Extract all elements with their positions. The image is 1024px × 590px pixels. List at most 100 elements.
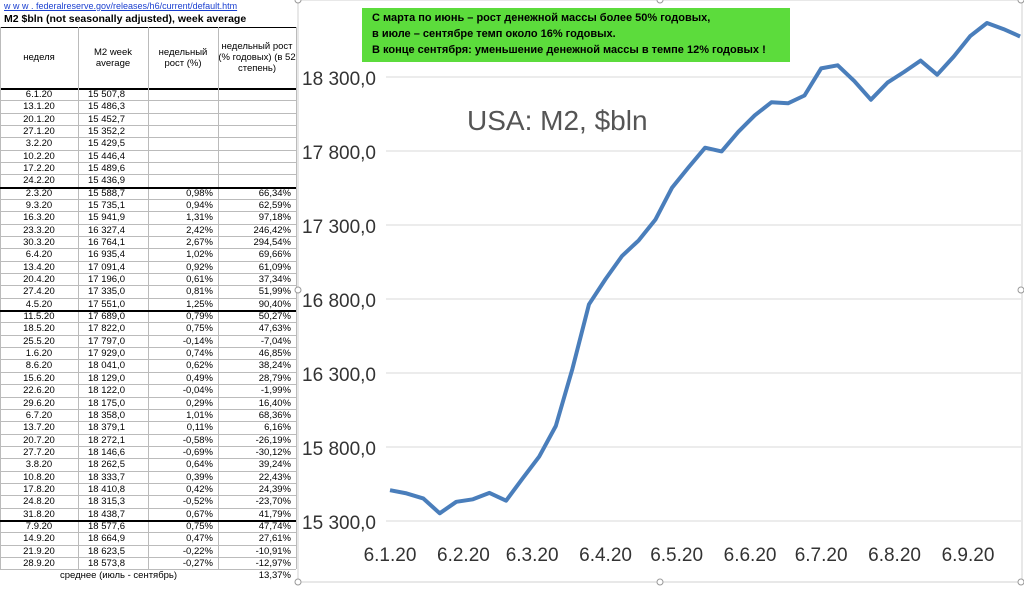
table-cell: 28,79% bbox=[258, 372, 291, 384]
border bbox=[0, 174, 296, 176]
y-tick-label: 18 300,0 bbox=[302, 69, 376, 90]
table-cell: 31.8.20 bbox=[23, 508, 55, 520]
table-cell: 17 091,4 bbox=[88, 261, 125, 273]
table-cell: 17 822,0 bbox=[88, 323, 125, 335]
table-cell: 17 335,0 bbox=[88, 286, 125, 298]
note-line: С марта по июнь – рост денежной массы бо… bbox=[372, 12, 710, 24]
border bbox=[0, 519, 296, 522]
table-cell: -1,99% bbox=[260, 385, 291, 397]
footer-value: 13,37% bbox=[258, 570, 291, 582]
table-cell: 47,74% bbox=[258, 520, 291, 532]
table-cell: 15 489,6 bbox=[88, 163, 125, 175]
table-cell: 18 146,6 bbox=[88, 446, 125, 458]
table-cell: 90,40% bbox=[258, 298, 291, 310]
table-cell: 20.4.20 bbox=[23, 274, 55, 286]
table-cell: 0,81% bbox=[186, 286, 213, 298]
table-cell: 15 436,9 bbox=[88, 175, 125, 187]
table-cell: 10.8.20 bbox=[23, 471, 55, 483]
table-cell: -0,58% bbox=[182, 434, 213, 446]
table-cell: 15 941,9 bbox=[88, 212, 125, 224]
table-cell: 0,42% bbox=[186, 483, 213, 495]
table-cell: 8.6.20 bbox=[25, 360, 53, 372]
table-cell: 22.6.20 bbox=[23, 385, 55, 397]
border bbox=[296, 27, 297, 570]
x-tick-label: 6.7.20 bbox=[795, 545, 848, 566]
table-cell: 16,40% bbox=[258, 397, 291, 409]
y-tick-label: 16 300,0 bbox=[302, 365, 376, 386]
table-cell: -0,69% bbox=[182, 446, 213, 458]
resize-handle bbox=[656, 578, 664, 586]
border bbox=[0, 125, 296, 127]
table-cell: 47,63% bbox=[258, 323, 291, 335]
table-cell: 51,99% bbox=[258, 286, 291, 298]
x-tick-label: 6.3.20 bbox=[506, 545, 559, 566]
table-cell: 0,11% bbox=[186, 422, 213, 434]
table-cell: 18 262,5 bbox=[88, 459, 125, 471]
table-cell: 15 486,3 bbox=[88, 101, 125, 113]
table-cell: 17 196,0 bbox=[88, 274, 125, 286]
border bbox=[0, 186, 296, 189]
link[interactable]: w w w . federalreserve.gov/releases/h6/c… bbox=[4, 1, 238, 11]
table-cell: 25.5.20 bbox=[23, 335, 55, 347]
border bbox=[0, 421, 296, 423]
table-cell: 22,43% bbox=[258, 471, 291, 483]
chart-frame bbox=[297, 0, 1023, 583]
table-cell: 18 315,3 bbox=[88, 496, 125, 508]
table-cell: 20.7.20 bbox=[23, 434, 55, 446]
border bbox=[0, 396, 296, 398]
table-cell: 1,01% bbox=[186, 409, 213, 421]
column-header: M2 week average bbox=[93, 46, 132, 69]
border bbox=[0, 433, 296, 435]
table-cell: 15 507,8 bbox=[88, 89, 125, 100]
table-cell: 18 272,1 bbox=[88, 434, 125, 446]
table-cell: 246,42% bbox=[253, 224, 291, 236]
table-cell: 2,42% bbox=[186, 224, 213, 236]
border bbox=[0, 482, 296, 484]
table-cell: 18 379,1 bbox=[88, 422, 125, 434]
table-cell: 1.6.20 bbox=[25, 348, 53, 360]
chart-title: USA: M2, $bln bbox=[467, 105, 648, 136]
table-cell: 14.9.20 bbox=[23, 533, 55, 545]
x-tick-label: 6.9.20 bbox=[942, 545, 995, 566]
table-cell: 37,34% bbox=[258, 274, 291, 286]
table-cell: 41,79% bbox=[258, 508, 291, 520]
table-cell: 15 588,7 bbox=[88, 187, 125, 199]
note-line: в июле – сентябре темп около 16% годовых… bbox=[372, 28, 616, 40]
table-cell: 16 327,4 bbox=[88, 224, 125, 236]
table-cell: 16 764,1 bbox=[88, 237, 125, 249]
table-cell: 17 797,0 bbox=[88, 335, 125, 347]
table-cell: -0,14% bbox=[182, 335, 213, 347]
table-cell: 20.1.20 bbox=[23, 113, 55, 125]
table-cell: -23,70% bbox=[255, 496, 291, 508]
table-cell: 0,61% bbox=[186, 274, 213, 286]
table-cell: 17 689,0 bbox=[88, 311, 125, 323]
border bbox=[0, 162, 296, 164]
table-cell: 29.6.20 bbox=[23, 397, 55, 409]
border bbox=[0, 223, 296, 225]
table-cell: 27,61% bbox=[258, 533, 291, 545]
x-tick-label: 6.1.20 bbox=[364, 545, 417, 566]
table-cell: 0,39% bbox=[186, 471, 213, 483]
table-cell: 0,67% bbox=[186, 508, 213, 520]
table-cell: 10.2.20 bbox=[23, 150, 55, 162]
line bbox=[389, 21, 1021, 516]
y-tick-label: 17 300,0 bbox=[302, 217, 376, 238]
footer-label: среднее (июль - сентябрь) bbox=[60, 570, 178, 582]
table-cell: 18.5.20 bbox=[23, 323, 55, 335]
border bbox=[0, 100, 296, 102]
border bbox=[0, 507, 296, 509]
table-cell: 13.4.20 bbox=[23, 261, 55, 273]
table-cell: 0,74% bbox=[186, 348, 213, 360]
table-cell: -10,91% bbox=[255, 545, 291, 557]
table-title: M2 $bln (not seasonally adjusted), week … bbox=[4, 13, 247, 25]
table-cell: 0,98% bbox=[186, 187, 213, 199]
table-cell: 9.3.20 bbox=[25, 200, 53, 212]
table-cell: 0,75% bbox=[186, 520, 213, 532]
x-tick-label: 6.6.20 bbox=[724, 545, 777, 566]
table-cell: 66,34% bbox=[258, 187, 291, 199]
table-cell: 18 577,6 bbox=[88, 520, 125, 532]
table-cell: 0,92% bbox=[186, 261, 213, 273]
table-cell: 13.7.20 bbox=[23, 422, 55, 434]
table-cell: 38,24% bbox=[258, 360, 291, 372]
